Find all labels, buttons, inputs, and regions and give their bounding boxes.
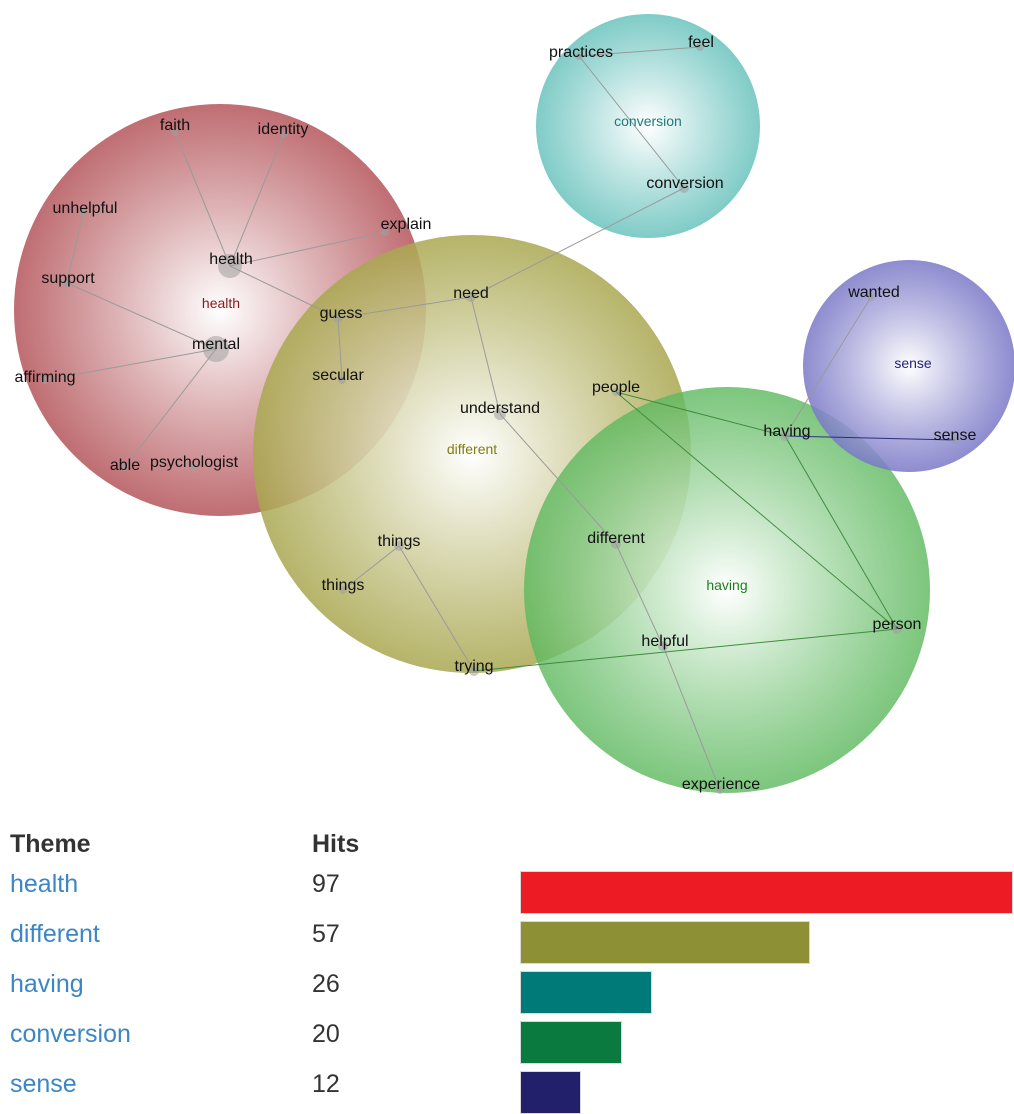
theme-label-having: having	[706, 577, 747, 593]
theme-bubble-conversion[interactable]	[536, 14, 760, 238]
theme-link-sense[interactable]: sense	[10, 1070, 77, 1098]
theme-link-conversion[interactable]: conversion	[10, 1020, 131, 1048]
concept-edges	[44, 46, 872, 791]
theme-label-sense: sense	[894, 355, 932, 371]
theme-label-different: different	[447, 441, 497, 457]
hits-value: 26	[312, 970, 340, 998]
concept-support[interactable]: support	[41, 270, 95, 287]
concept-health[interactable]: health	[209, 251, 253, 268]
concept-psychologist[interactable]: psychologist	[150, 454, 239, 471]
table-row: health 97	[0, 870, 1014, 914]
concept-nodes	[41, 43, 959, 794]
concept-sense[interactable]: sense	[934, 427, 977, 444]
theme-label-conversion: conversion	[614, 113, 682, 129]
theme-label-health: health	[202, 295, 240, 311]
concept-unhelpful[interactable]: unhelpful	[53, 200, 118, 217]
having-theme-edges	[473, 391, 956, 672]
hits-value: 97	[312, 870, 340, 898]
column-header-theme: Theme	[10, 830, 91, 858]
theme-link-health[interactable]: health	[10, 870, 79, 898]
concept-able[interactable]: able	[110, 457, 140, 474]
theme-link-having[interactable]: having	[10, 970, 84, 998]
concept-helpful[interactable]: helpful	[641, 633, 688, 650]
concept-trying[interactable]: trying	[454, 658, 493, 675]
concept-practices[interactable]: practices	[549, 44, 613, 61]
concept-experience[interactable]: experience	[682, 776, 760, 793]
concept-conversion[interactable]: conversion	[646, 175, 723, 192]
theme-hits-table: Theme Hits health 97 different 57 having…	[0, 830, 1014, 1114]
table-row: sense 12	[0, 1070, 1014, 1114]
column-header-hits: Hits	[312, 830, 360, 858]
concept-faith[interactable]: faith	[160, 117, 190, 134]
hits-value: 12	[312, 1070, 340, 1098]
concept-affirming[interactable]: affirming	[14, 369, 75, 386]
concept-things-1[interactable]: things	[378, 533, 421, 550]
theme-link-different[interactable]: different	[10, 920, 100, 948]
theme-bubble-sense[interactable]	[803, 260, 1014, 472]
hits-value: 57	[312, 920, 340, 948]
concept-different[interactable]: different	[587, 530, 645, 547]
concept-identity[interactable]: identity	[258, 121, 309, 138]
hits-bar	[520, 1021, 622, 1064]
concept-secular[interactable]: secular	[312, 367, 364, 384]
hits-bar	[520, 971, 652, 1014]
hits-bar	[520, 871, 1013, 914]
table-row: conversion 20	[0, 1020, 1014, 1064]
concept-need[interactable]: need	[453, 285, 489, 302]
concept-person[interactable]: person	[873, 616, 922, 633]
concept-wanted[interactable]: wanted	[847, 284, 900, 301]
concept-people[interactable]: people	[592, 379, 640, 396]
concept-feel[interactable]: feel	[688, 34, 714, 51]
concept-things-2[interactable]: things	[322, 577, 365, 594]
hits-bar	[520, 1071, 581, 1114]
table-row: having 26	[0, 970, 1014, 1014]
concept-mental[interactable]: mental	[192, 336, 240, 353]
concept-guess[interactable]: guess	[320, 305, 363, 322]
hits-value: 20	[312, 1020, 340, 1048]
table-row: different 57	[0, 920, 1014, 964]
concept-having[interactable]: having	[763, 423, 810, 440]
concept-understand[interactable]: understand	[460, 400, 540, 417]
concept-explain[interactable]: explain	[381, 216, 432, 233]
concept-map: health different having conversion sense…	[14, 14, 1014, 794]
hits-bar	[520, 921, 810, 964]
theme-bubble-having[interactable]	[524, 387, 930, 793]
